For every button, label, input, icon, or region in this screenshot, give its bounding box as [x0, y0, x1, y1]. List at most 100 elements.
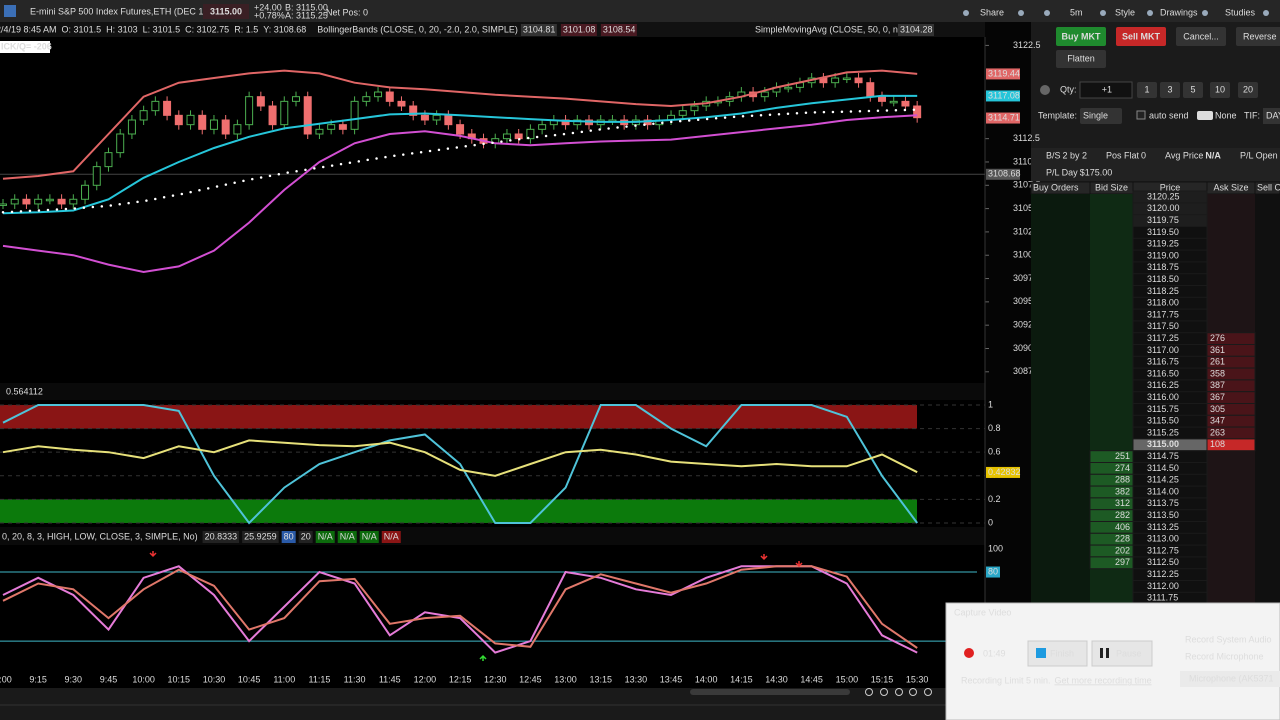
- y-tick-label: 0.8: [988, 423, 1001, 433]
- price: 3113.25: [1147, 522, 1179, 532]
- candle: [10, 198, 19, 205]
- qty-preset[interactable]: [1183, 82, 1203, 98]
- qty-preset[interactable]: [1210, 82, 1230, 98]
- study-value-box: [560, 24, 597, 36]
- microphone: Microphone (AK5371: [1189, 673, 1274, 683]
- zoom-control[interactable]: [909, 688, 917, 696]
- option[interactable]: Record System Audio: [1185, 634, 1272, 644]
- x-tick-label: 9:00: [0, 674, 12, 684]
- pause-icon: [1106, 648, 1109, 658]
- value-tag-label: 0.42832: [988, 467, 1021, 477]
- stochastic-value: 25.9259: [244, 531, 277, 541]
- candle: [338, 124, 347, 130]
- checkbox[interactable]: [1136, 110, 1146, 120]
- qty-preset[interactable]: [1160, 82, 1180, 98]
- ask-size: 367: [1210, 392, 1225, 402]
- template-select[interactable]: [1080, 108, 1122, 124]
- candle: [397, 100, 406, 107]
- study-value: 3108.54: [603, 24, 636, 34]
- price: 3118.75: [1147, 262, 1179, 272]
- line-series: [2, 439, 918, 477]
- toggle[interactable]: [1197, 111, 1213, 120]
- qty-input[interactable]: [1079, 81, 1133, 99]
- x-tick-label: 13:45: [660, 674, 683, 684]
- candle: [45, 198, 54, 202]
- line-series: [2, 69, 918, 180]
- toolbar-button[interactable]: Share: [980, 7, 1004, 17]
- toolbar-button[interactable]: Studies: [1225, 7, 1256, 17]
- candle: [221, 119, 230, 135]
- option[interactable]: Record Microphone: [1185, 651, 1264, 661]
- candle: [57, 198, 66, 205]
- x-tick-label: 9:45: [100, 674, 118, 684]
- price: 3111.75: [1147, 593, 1178, 603]
- bid-size: 274: [1115, 463, 1130, 473]
- y-tick-label: 3097.5: [1013, 273, 1041, 283]
- bar-info: L: 3101.5: [143, 24, 181, 34]
- toolbar-button[interactable]: Style: [1115, 7, 1135, 17]
- sell-button[interactable]: [1116, 27, 1166, 46]
- bar-info: C: 3102.75: [185, 24, 229, 34]
- oscillator-header: [0, 383, 985, 400]
- price-tag-label: 3117.08: [988, 90, 1020, 100]
- bid-size: 251: [1115, 451, 1130, 461]
- price: 3112.00: [1147, 581, 1179, 591]
- price: 3113.00: [1147, 534, 1179, 544]
- study-value: 3104.81: [523, 24, 556, 34]
- stat-label: B/S: [1046, 150, 1061, 160]
- reverse-button[interactable]: [1236, 27, 1280, 46]
- zoom-control[interactable]: [865, 688, 873, 696]
- candle: [81, 184, 90, 200]
- price: 3119.00: [1147, 250, 1179, 260]
- column-header-label: Bid Size: [1095, 182, 1128, 192]
- qty-preset-label: 3: [1167, 84, 1172, 94]
- qty-preset[interactable]: [1137, 82, 1157, 98]
- scrollbar[interactable]: [690, 689, 850, 695]
- price: 3117.50: [1147, 321, 1179, 331]
- buy-button[interactable]: [1056, 27, 1106, 46]
- tick-indicator: ICK/Q= -206: [1, 41, 52, 51]
- qty-value: +1: [1102, 84, 1112, 94]
- oversold-zone: [0, 499, 917, 523]
- flatten-button[interactable]: [1056, 50, 1106, 68]
- recording-link[interactable]: Get more recording time: [1055, 675, 1152, 685]
- candle: [573, 119, 582, 126]
- column-header-label: Ask Size: [1213, 182, 1248, 192]
- candle: [502, 133, 511, 140]
- x-tick-label: 10:30: [203, 674, 226, 684]
- candle: [22, 198, 31, 205]
- tif-select[interactable]: [1263, 108, 1280, 124]
- cancel-button[interactable]: [1176, 27, 1226, 46]
- last-price-box: [203, 4, 249, 19]
- stat-label: Pos Flat: [1106, 150, 1140, 160]
- stats-strip: [1031, 148, 1280, 181]
- zoom-control[interactable]: [895, 688, 903, 696]
- candle: [186, 114, 195, 126]
- toolbar-button[interactable]: 5m: [1070, 7, 1083, 17]
- qty-preset[interactable]: [1238, 82, 1258, 98]
- candle: [854, 77, 863, 84]
- microphone-select[interactable]: [1180, 671, 1280, 687]
- x-tick-label: 14:45: [800, 674, 823, 684]
- study-label: SimpleMovingAvg (CLOSE, 50, 0, no): [755, 24, 906, 34]
- candle: [420, 114, 429, 121]
- reverse-label: Reverse: [1243, 31, 1277, 41]
- sell-label: Sell MKT: [1122, 31, 1161, 41]
- x-tick-label: 13:30: [625, 674, 648, 684]
- zoom-control[interactable]: [880, 688, 888, 696]
- qty-preset-label: 20: [1243, 84, 1253, 94]
- ask-size: 261: [1210, 357, 1225, 367]
- zoom-control[interactable]: [924, 688, 932, 696]
- timer: 01:49: [983, 648, 1006, 658]
- template-label: Template:: [1038, 110, 1077, 120]
- price: 3117.75: [1147, 309, 1179, 319]
- price: 3116.25: [1147, 380, 1179, 390]
- price: 3117.00: [1147, 345, 1179, 355]
- y-tick-label: 3107.5: [1013, 180, 1041, 190]
- price-tag-label: 3119.44: [988, 68, 1020, 78]
- toolbar-icon: [1018, 10, 1024, 16]
- last-price: 3115.00: [210, 6, 242, 16]
- toolbar-button[interactable]: Drawings: [1160, 7, 1198, 17]
